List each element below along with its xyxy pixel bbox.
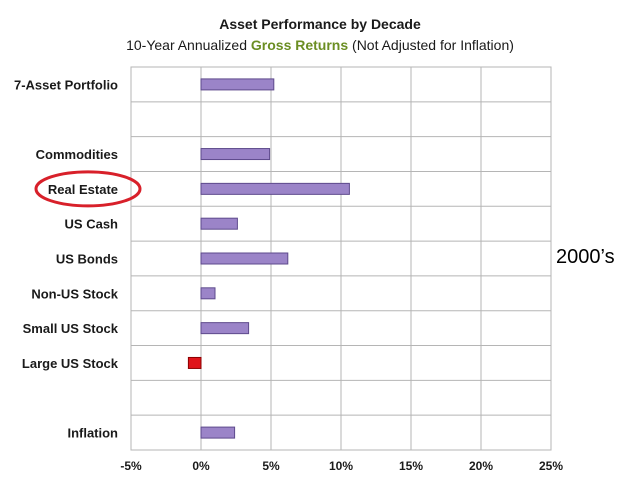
decade-label: 2000’s — [556, 246, 615, 268]
bar — [200, 252, 289, 265]
subtitle-text-before: 10-Year Annualized — [126, 37, 251, 53]
annotation-circle — [34, 170, 142, 208]
category-label: Small US Stock — [23, 321, 119, 336]
category-label: Non-US Stock — [31, 286, 118, 301]
bar — [200, 182, 350, 195]
x-tick-label: 5% — [262, 459, 280, 473]
x-tick-label: 10% — [329, 459, 353, 473]
x-tick-label: 20% — [469, 459, 493, 473]
x-tick-label: 25% — [539, 459, 563, 473]
bar — [200, 322, 250, 335]
x-tick-label: 15% — [399, 459, 423, 473]
subtitle-highlight: Gross Returns — [250, 37, 349, 53]
category-label: Large US Stock — [22, 356, 119, 371]
category-label: US Cash — [65, 217, 119, 232]
chart-title: Asset Performance by Decade — [219, 16, 421, 32]
x-tick-label: 0% — [192, 459, 210, 473]
subtitle-text-after: (Not Adjusted for Inflation) — [348, 37, 514, 53]
x-tick-label: -5% — [120, 459, 142, 473]
bar — [200, 217, 238, 230]
bar — [200, 287, 216, 300]
category-label: Real Estate — [48, 182, 118, 197]
category-label: Commodities — [36, 147, 118, 162]
bar — [200, 78, 275, 91]
chart-subtitle: 10-Year Annualized Gross Returns (Not Ad… — [0, 37, 640, 53]
bar — [200, 426, 236, 439]
category-label: 7-Asset Portfolio — [14, 77, 118, 92]
category-label: US Bonds — [56, 252, 118, 267]
bar — [187, 356, 202, 369]
bar — [200, 148, 271, 161]
category-label: Inflation — [67, 426, 118, 441]
